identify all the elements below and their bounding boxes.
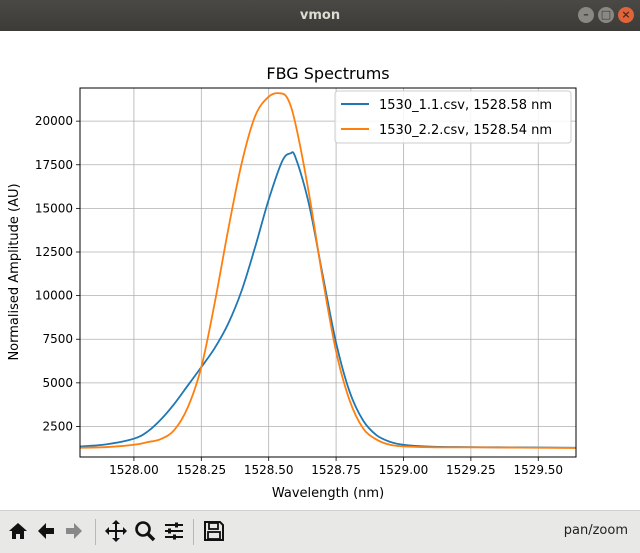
y-tick-label: 17500: [35, 158, 73, 172]
series-line-1: [80, 151, 576, 449]
y-tick-label: 12500: [35, 245, 73, 259]
maximize-icon[interactable]: □: [598, 7, 614, 23]
pan-icon[interactable]: [103, 518, 129, 544]
minimize-icon[interactable]: –: [578, 7, 594, 23]
y-tick-label: 7500: [42, 332, 73, 346]
legend: 1530_1.1.csv, 1528.58 nm 1530_2.2.csv, 1…: [334, 90, 572, 144]
x-tick-label: 1528.75: [311, 463, 361, 477]
subplots-icon[interactable]: [161, 518, 187, 544]
toolbar-mode-label: pan/zoom: [563, 523, 628, 538]
zoom-icon[interactable]: [132, 518, 158, 544]
grid: [80, 88, 576, 457]
y-axis: 2500 5000 7500 10000 12500 15000 17500 20000: [35, 114, 80, 433]
forward-arrow-icon[interactable]: [61, 518, 87, 544]
y-axis-label: Normalised Amplitude (AU): [7, 183, 22, 360]
toolbar-separator: [193, 519, 194, 545]
legend-box: [334, 90, 572, 144]
chart-title: FBG Spectrums: [266, 64, 389, 83]
y-tick-label: 5000: [42, 376, 73, 390]
legend-label-series-1: 1530_1.1.csv, 1528.58 nm: [379, 98, 552, 113]
save-icon[interactable]: [201, 518, 227, 544]
x-axis: 1528.00 1528.25 1528.50 1528.75 1529.00 1529.…: [109, 457, 563, 477]
x-tick-label: 1528.50: [244, 463, 294, 477]
title-bar: vmon – □ ×: [0, 0, 640, 31]
x-tick-label: 1529.50: [513, 463, 563, 477]
toolbar-separator: [95, 519, 96, 545]
series-layer: [80, 92, 576, 449]
window-title: vmon: [299, 8, 341, 23]
x-tick-label: 1528.00: [109, 463, 159, 477]
x-tick-label: 1528.25: [176, 463, 226, 477]
x-tick-label: 1529.25: [446, 463, 496, 477]
series-line-2: [80, 92, 576, 449]
x-tick-label: 1529.00: [379, 463, 429, 477]
chart[interactable]: FBG Spectrums 1528.00 1528.25 1528.50 1528.…: [0, 31, 640, 510]
x-axis-label: Wavelength (nm): [272, 486, 384, 501]
legend-label-series-2: 1530_2.2.csv, 1528.54 nm: [379, 123, 552, 138]
matplotlib-toolbar: pan/zoom: [0, 510, 640, 553]
home-icon[interactable]: [5, 518, 31, 544]
y-tick-label: 15000: [35, 201, 73, 215]
y-tick-label: 2500: [42, 419, 73, 433]
figure-canvas[interactable]: FBG Spectrums 1528.00 1528.25 1528.50 1528.…: [0, 31, 640, 510]
plot-frame: [79, 87, 577, 458]
close-icon[interactable]: ×: [618, 7, 634, 23]
y-tick-label: 20000: [35, 114, 73, 128]
back-arrow-icon[interactable]: [33, 518, 59, 544]
y-tick-label: 10000: [35, 289, 73, 303]
